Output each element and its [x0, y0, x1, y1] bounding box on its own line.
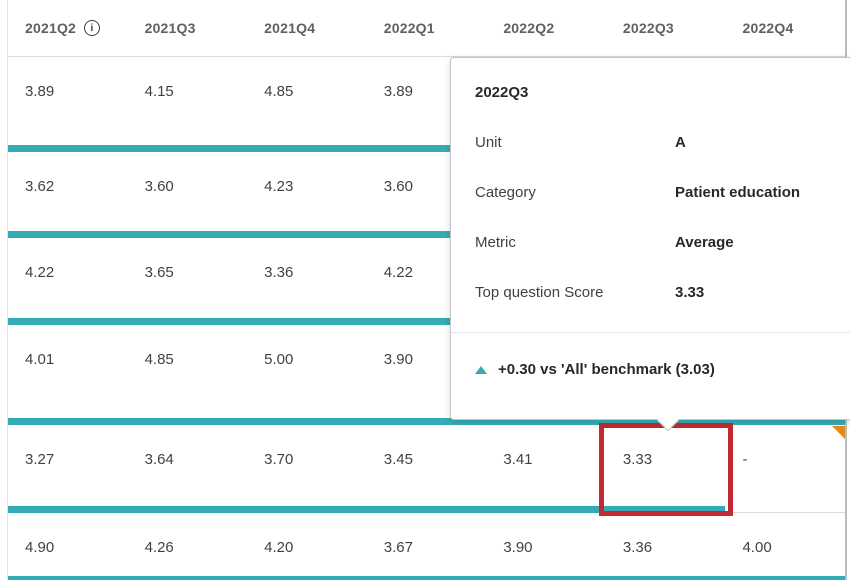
column-header-2022q1[interactable]: 2022Q1	[366, 0, 487, 57]
table-cell[interactable]: 3.90	[366, 325, 487, 425]
corner-flag-icon	[832, 426, 845, 439]
table-cell[interactable]: 3.60	[127, 152, 248, 238]
table-cell[interactable]: 4.85	[247, 57, 367, 152]
column-header-label: 2021Q4	[264, 20, 316, 36]
tooltip-field: Unit A	[475, 132, 833, 154]
column-header-2022q2[interactable]: 2022Q2	[486, 0, 606, 57]
table-cell[interactable]: 4.90	[8, 513, 128, 580]
table-cell[interactable]: 4.20	[247, 513, 367, 580]
table-cell[interactable]: 4.22	[8, 238, 128, 325]
column-header-label: 2022Q1	[383, 20, 435, 36]
column-header-2022q4[interactable]: 2022Q4	[725, 0, 846, 57]
tooltip-field-value: A	[675, 134, 686, 151]
table-cell[interactable]: 3.65	[127, 238, 248, 325]
tooltip-field-label: Category	[475, 184, 536, 201]
table-cell[interactable]: 3.45	[366, 425, 487, 513]
tooltip-field: Category Patient education	[475, 182, 833, 204]
benchmark-text: +0.30 vs 'All' benchmark (3.03)	[498, 361, 715, 378]
column-header-label: 2021Q3	[144, 20, 196, 36]
tooltip-field-label: Top question Score	[475, 284, 604, 301]
table-cell[interactable]: 5.00	[247, 325, 367, 425]
tooltip-title: 2022Q3	[475, 84, 529, 101]
table-cell[interactable]: 3.70	[247, 425, 367, 513]
table-cell[interactable]: 3.89	[8, 57, 128, 152]
table-left-border	[7, 0, 8, 580]
column-header-2022q3[interactable]: 2022Q3	[605, 0, 726, 57]
table-cell[interactable]: 3.27	[8, 425, 128, 513]
tooltip-field-value: Patient education	[675, 184, 801, 201]
column-header-2021q4[interactable]: 2021Q4	[247, 0, 367, 57]
table-cell[interactable]: 4.15	[127, 57, 248, 152]
table-cell[interactable]	[486, 325, 606, 425]
table-cell[interactable]: 3.60	[366, 152, 487, 238]
table-cell[interactable]: 3.67	[366, 513, 487, 580]
column-header-label: 2022Q4	[742, 20, 794, 36]
table-cell[interactable]: 4.00	[725, 513, 846, 580]
tooltip-field-value: 3.33	[675, 284, 705, 301]
cell-tooltip: 2022Q3 Unit A Category Patient education…	[450, 57, 850, 431]
column-header-2021q3[interactable]: 2021Q3	[127, 0, 248, 57]
tooltip-benchmark: +0.30 vs 'All' benchmark (3.03)	[475, 359, 833, 381]
table-cell[interactable]: 3.89	[366, 57, 487, 152]
column-header-label: 2021Q2	[25, 20, 77, 36]
benchmark-up-icon	[475, 366, 487, 374]
table-row: 3.27 3.64 3.70 3.45 3.41 3.33 -	[8, 425, 846, 513]
table-cell[interactable]: 3.62	[8, 152, 128, 238]
table-cell-empty[interactable]: -	[725, 425, 846, 513]
table-cell[interactable]: 3.36	[605, 513, 726, 580]
table-cell[interactable]: 3.36	[247, 238, 367, 325]
tooltip-field: Top question Score 3.33	[475, 282, 833, 304]
table-cell[interactable]: 4.26	[127, 513, 248, 580]
table-cell[interactable]: 4.23	[247, 152, 367, 238]
table-row: 4.90 4.26 4.20 3.67 3.90 3.36 4.00	[8, 513, 846, 580]
tooltip-field: Metric Average	[475, 232, 833, 254]
table-cell[interactable]	[725, 325, 846, 425]
column-header-label: 2022Q3	[622, 20, 674, 36]
tooltip-field-label: Metric	[475, 234, 516, 251]
table-cell[interactable]: 4.01	[8, 325, 128, 425]
column-header-2021q2[interactable]: 2021Q2 i	[8, 0, 128, 57]
table-cell[interactable]: 3.90	[486, 513, 606, 580]
tooltip-divider	[451, 332, 850, 333]
column-header-label: 2022Q2	[503, 20, 555, 36]
table-cell[interactable]: 4.85	[127, 325, 248, 425]
table-cell[interactable]: 4.22	[366, 238, 487, 325]
table-cell[interactable]: 3.41	[486, 425, 606, 513]
table-cell-highlighted[interactable]: 3.33	[605, 425, 726, 513]
table-cell[interactable]: 3.64	[127, 425, 248, 513]
info-icon[interactable]: i	[84, 20, 101, 36]
table-header-row: 2021Q2 i 2021Q3 2021Q4 2022Q1 2022Q2 202…	[8, 0, 846, 57]
tooltip-field-value: Average	[675, 234, 734, 251]
tooltip-field-label: Unit	[475, 134, 502, 151]
